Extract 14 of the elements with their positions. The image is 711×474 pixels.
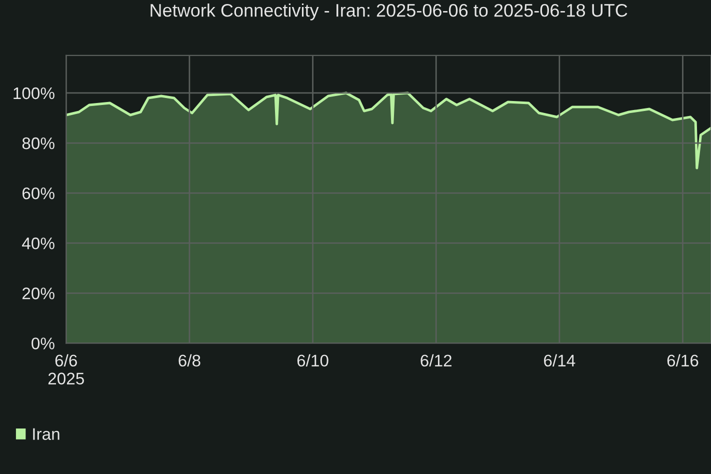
legend-label: Iran: [33, 428, 60, 440]
y-tick-label: 0%: [32, 338, 54, 350]
y-tick-label: 80%: [22, 137, 54, 150]
x-tick-label: 6/8: [178, 354, 200, 367]
x-tick-label: 6/12: [420, 354, 452, 367]
y-tick-label: 60%: [22, 187, 54, 200]
chart-title: Network Connectivity - Iran: 2025-06-06 to 2025-06-18 UTC: [150, 3, 628, 20]
x-tick-label: 6/14: [544, 354, 576, 367]
x-tick-label: 6/10: [297, 354, 328, 367]
x-tick-label: 6/6 2025: [48, 354, 84, 384]
x-tick-label: 6/16: [667, 354, 698, 367]
y-tick-label: 20%: [22, 288, 54, 300]
y-tick-label: 100%: [14, 87, 54, 100]
y-tick-label: 40%: [22, 238, 54, 250]
